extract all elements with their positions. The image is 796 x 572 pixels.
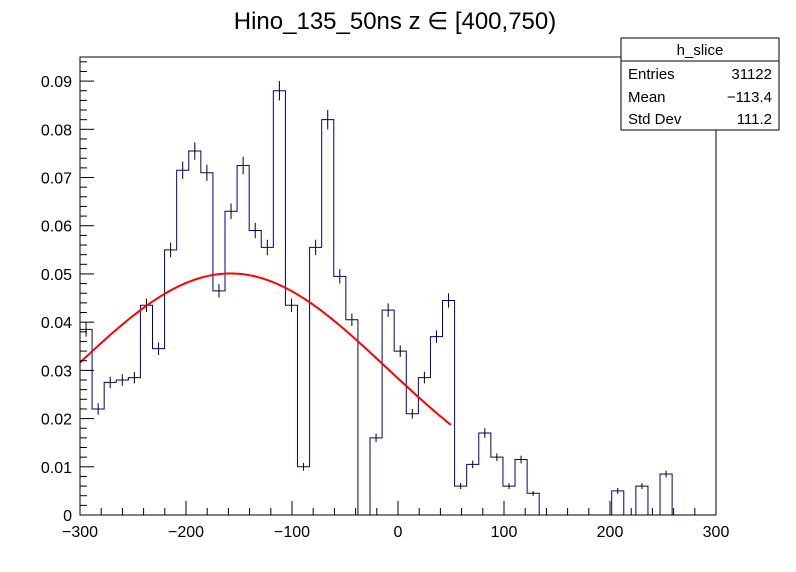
chart-title: Hino_135_50ns z ∈ [400,750) (234, 8, 556, 35)
stats-entries-value: 31122 (731, 66, 772, 83)
y-tick-label: 0 (63, 508, 72, 525)
stats-entries-label: Entries (628, 66, 675, 83)
y-tick-label: 0.02 (41, 412, 72, 429)
y-tick-label: 0.01 (41, 460, 72, 477)
x-tick-label: −100 (274, 524, 310, 541)
stats-mean-value: −113.4 (727, 89, 772, 106)
x-tick-label: −200 (168, 524, 204, 541)
y-tick-label: 0.08 (41, 122, 72, 139)
stats-box-title: h_slice (677, 42, 724, 59)
y-tick-label: 0.06 (41, 219, 72, 236)
stats-stddev-label: Std Dev (628, 111, 682, 128)
x-axis: −300 −200 −100 0 100 200 300 (62, 501, 729, 541)
y-tick-label: 0.09 (41, 74, 72, 91)
y-tick-label: 0.07 (41, 171, 72, 188)
y-axis: 0 0.01 0.02 0.03 0.04 0.05 0.06 0.07 0.08 0.09 (41, 61, 94, 525)
y-tick-label: 0.04 (41, 315, 72, 332)
x-tick-label: 100 (491, 524, 518, 541)
stats-mean-label: Mean (628, 89, 666, 106)
x-tick-label: 300 (703, 524, 730, 541)
y-tick-label: 0.03 (41, 363, 72, 380)
y-tick-label: 0.05 (41, 267, 72, 284)
stats-stddev-value: 111.2 (737, 111, 772, 128)
error-bars (85, 81, 667, 496)
x-tick-label: −300 (62, 524, 98, 541)
stats-box: h_slice Entries 31122 Mean −113.4 Std De… (620, 37, 780, 131)
fit-curve (79, 272, 452, 426)
x-tick-label: 200 (597, 524, 624, 541)
stats-box-frame (620, 37, 780, 131)
x-tick-label: 0 (394, 524, 403, 541)
